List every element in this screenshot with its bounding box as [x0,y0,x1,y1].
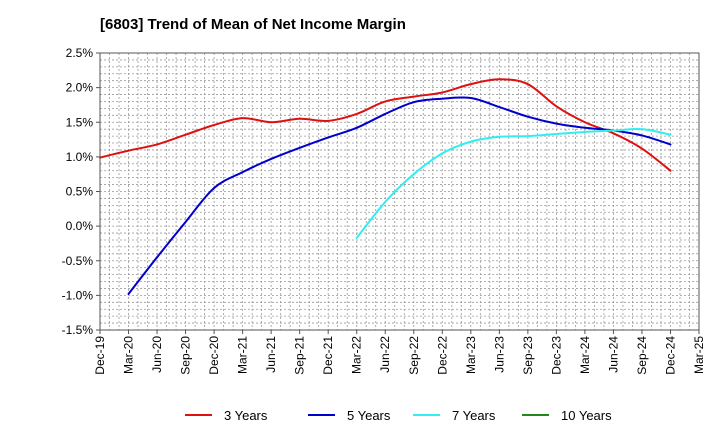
x-tick-label: Dec-23 [549,336,563,375]
y-tick-label: 1.5% [66,115,94,129]
y-tick-label: 2.0% [66,81,94,95]
x-tick-label: Jun-21 [264,336,278,373]
chart-title: [6803] Trend of Mean of Net Income Margi… [100,16,406,33]
x-axis: Dec-19 Mar-20 Jun-20 Sep-20 Dec-20 Mar-21 Jun-… [93,330,706,375]
x-tick-label: Jun-22 [378,336,392,373]
x-tick-label: Mar-23 [464,336,478,374]
legend-label-3-years: 3 Years [224,408,268,423]
series-lines [99,78,672,295]
legend-label-5-years: 5 Years [347,408,391,423]
y-tick-label: -0.5% [62,254,94,268]
y-tick-label: -1.5% [62,323,94,337]
y-tick-label: -1.0% [62,288,94,302]
x-tick-label: Sep-23 [521,336,535,375]
grid [100,53,699,330]
x-tick-label: Jun-23 [492,336,506,373]
y-tick-label: 0.5% [66,185,94,199]
x-tick-label: Dec-21 [321,336,335,375]
y-tick-label: 1.0% [66,150,94,164]
x-tick-label: Jun-20 [150,336,164,373]
series-line-7-years [355,128,672,239]
x-tick-label: Sep-24 [635,336,649,375]
x-tick-label: Dec-20 [207,336,221,375]
legend-label-7-years: 7 Years [452,408,496,423]
x-tick-label: Sep-20 [179,336,193,375]
legend-label-10-years: 10 Years [561,408,612,423]
legend: 3 Years 5 Years 7 Years 10 Years [185,408,612,423]
x-tick-label: Mar-20 [122,336,136,374]
x-tick-label: Mar-24 [578,336,592,374]
x-tick-label: Jun-24 [606,336,620,373]
series-line-3-years [99,78,672,172]
x-tick-label: Mar-25 [692,336,706,374]
y-tick-label: 2.5% [66,46,94,60]
x-tick-label: Dec-19 [93,336,107,375]
x-tick-label: Mar-22 [350,336,364,374]
y-tick-label: 0.0% [66,219,94,233]
x-tick-label: Dec-24 [663,336,677,375]
x-tick-label: Mar-21 [236,336,250,374]
y-axis: 2.5% 2.0% 1.5% 1.0% 0.5% 0.0% -0.5% -1.0% -1.5% [62,46,100,337]
x-tick-label: Dec-22 [435,336,449,375]
x-tick-label: Sep-22 [407,336,421,375]
series-line-5-years [127,96,672,295]
x-tick-label: Sep-21 [293,336,307,375]
